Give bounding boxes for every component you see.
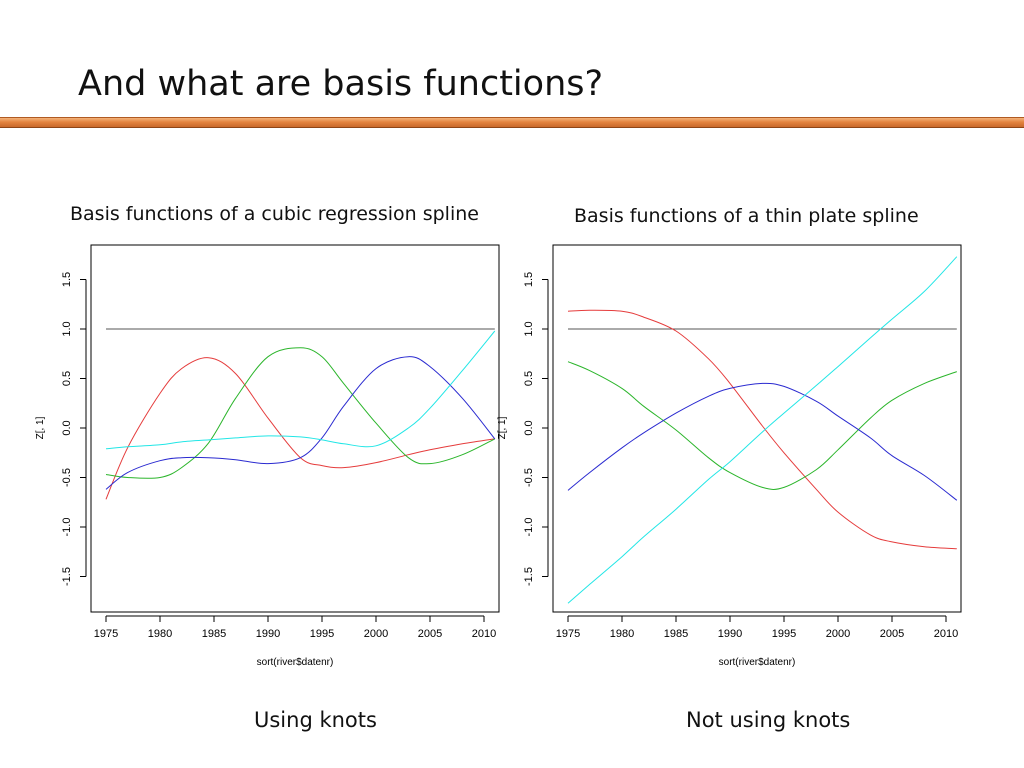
tps-x-tick-label: 1985 (664, 628, 688, 640)
tps-plot-frame (552, 244, 962, 613)
cubic-plot-frame (90, 244, 500, 613)
cubic-y-tick-label: 1.0 (61, 321, 73, 336)
cubic-y-axis-label: Z[, 1] (35, 416, 46, 439)
tps-x-tick-label: 1990 (718, 628, 742, 640)
tps-series-cyan (567, 256, 958, 604)
cubic-series-cyan (105, 330, 496, 450)
cubic-y-tick-label: 0.5 (61, 371, 73, 386)
caption-not-using-knots: Not using knots (686, 708, 851, 732)
cubic-x-tick-label: 1985 (202, 628, 226, 640)
tps-y-tick-label: 1.0 (523, 321, 535, 336)
cubic-y-tick-label: -0.5 (61, 468, 73, 487)
tps-x-tick-label: 1980 (610, 628, 634, 640)
tps-series-blue (567, 382, 958, 501)
title-underline (0, 117, 1024, 128)
tps-y-tick-label: 0.0 (523, 420, 535, 435)
cubic-series-blue (105, 356, 496, 490)
cubic-x-tick-label: 1990 (256, 628, 280, 640)
cubic-x-tick-label: 2010 (472, 628, 496, 640)
tps-x-tick-label: 2000 (826, 628, 850, 640)
tps-y-tick-label: 0.5 (523, 371, 535, 386)
tps-y-tick-label: 1.5 (523, 272, 535, 287)
cubic-x-axis-label: sort(river$datenr) (257, 657, 334, 668)
tps-series-green (567, 361, 957, 490)
tps-series-red (567, 309, 957, 550)
tps-y-tick-label: -1.0 (523, 518, 535, 537)
cubic-series-green (105, 347, 496, 479)
cubic-y-tick-label: -1.5 (61, 567, 73, 586)
chart-title-cubic: Basis functions of a cubic regression sp… (70, 203, 479, 225)
tps-y-tick-label: -1.5 (523, 567, 535, 586)
tps-x-tick-label: 2010 (934, 628, 958, 640)
cubic-x-tick-label: 2005 (418, 628, 442, 640)
cubic-x-tick-label: 2000 (364, 628, 388, 640)
tps-x-tick-label: 1995 (772, 628, 796, 640)
caption-using-knots: Using knots (254, 708, 377, 732)
cubic-y-tick-label: -1.0 (61, 518, 73, 537)
slide-title: And what are basis functions? (78, 64, 604, 104)
cubic-y-tick-label: 0.0 (61, 420, 73, 435)
tps-x-tick-label: 2005 (880, 628, 904, 640)
cubic-x-tick-label: 1980 (148, 628, 172, 640)
cubic-x-tick-label: 1975 (94, 628, 118, 640)
tps-x-tick-label: 1975 (556, 628, 580, 640)
cubic-y-tick-label: 1.5 (61, 272, 73, 287)
chart-title-thin-plate: Basis functions of a thin plate spline (574, 205, 919, 227)
tps-y-tick-label: -0.5 (523, 468, 535, 487)
tps-y-axis-label: Z[, 1] (497, 416, 508, 439)
cubic-x-tick-label: 1995 (310, 628, 334, 640)
tps-x-axis-label: sort(river$datenr) (719, 657, 796, 668)
